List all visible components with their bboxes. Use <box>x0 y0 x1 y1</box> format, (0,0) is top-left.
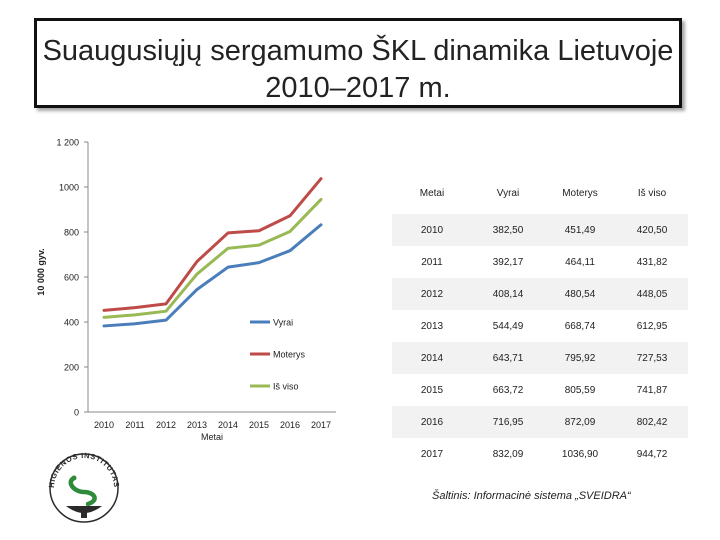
x-tick-label: 2017 <box>311 420 331 430</box>
table-cell: 480,54 <box>544 278 616 310</box>
legend-label: Vyrai <box>273 318 293 328</box>
table-cell: 464,11 <box>565 256 595 268</box>
table-cell: 612,95 <box>636 320 668 332</box>
table-cell: 872,09 <box>544 406 616 438</box>
table-header-cell: Iš viso <box>637 187 667 199</box>
x-tick-label: 2010 <box>94 420 114 430</box>
y-tick-label: 1000 <box>59 183 79 193</box>
table-cell: 2011 <box>421 256 443 268</box>
table-cell: 392,17 <box>492 256 524 268</box>
table-cell: 832,09 <box>492 448 524 460</box>
table-cell: 663,72 <box>492 384 524 396</box>
table-cell: 802,42 <box>616 406 688 438</box>
table-cell: 2010 <box>392 214 472 246</box>
higienos-institutas-logo: HIGIENOS INSTITUTAS <box>47 451 121 523</box>
table-cell: 2015 <box>420 384 444 396</box>
table-cell: 1036,90 <box>561 448 599 460</box>
x-tick-label: 2013 <box>187 420 207 430</box>
x-tick-label: 2012 <box>156 420 176 430</box>
table-row: 2014 643,71 795,92 727,53 <box>392 342 688 374</box>
table-header-cell: Metai <box>419 187 445 199</box>
table-cell: 451,49 <box>544 214 616 246</box>
series-line-1 <box>102 223 323 328</box>
y-tick-label: 800 <box>64 228 79 238</box>
table-row: 2012 408,14 480,54 448,05 <box>392 278 688 310</box>
title-box: Suaugusiųjų sergamumo ŠKL dinamika Lietu… <box>34 18 682 108</box>
table-row: 2011 392,17 464,11 431,82 <box>392 246 688 278</box>
table-row: 2016 716,95 872,09 802,42 <box>392 406 688 438</box>
table-cell: 2013 <box>420 320 444 332</box>
x-tick-label: 2014 <box>218 420 238 430</box>
data-table: Metai Vyrai Moterys Iš viso 2010 382,50 … <box>392 172 688 470</box>
table-cell: 382,50 <box>472 214 544 246</box>
title-line-2: 2010–2017 m. <box>265 72 451 104</box>
table-cell: 643,71 <box>472 342 544 374</box>
table-cell: 668,74 <box>564 320 596 332</box>
table-cell: 2014 <box>392 342 472 374</box>
y-tick-label: 200 <box>64 363 79 373</box>
table-cell: 795,92 <box>544 342 616 374</box>
table-cell: 727,53 <box>616 342 688 374</box>
table-cell: 944,72 <box>636 448 668 460</box>
table-cell: 408,14 <box>472 278 544 310</box>
source-note: Šaltinis: Informacinė sistema „SVEIDRA“ <box>432 490 631 502</box>
x-tick-label: 2015 <box>249 420 269 430</box>
title-line-1: Suaugusiųjų sergamumo ŠKL dinamika Lietu… <box>42 35 674 67</box>
table-cell: 2012 <box>392 278 472 310</box>
table-cell: 431,82 <box>636 256 668 268</box>
y-axis-title: 10 000 gyv. <box>36 248 46 295</box>
table-row: 2010 382,50 451,49 420,50 <box>392 214 688 246</box>
series-line-3 <box>102 197 323 319</box>
table-header-cell: Moterys <box>562 187 598 199</box>
table-cell: 805,59 <box>564 384 596 396</box>
table-row: 2015 663,72 805,59 741,87 <box>392 374 688 406</box>
x-axis-title: Metai <box>201 432 223 442</box>
logo-text: HIGIENOS INSTITUTAS <box>47 451 121 488</box>
table-row: 2017 832,09 1036,90 944,72 <box>392 438 688 470</box>
table-cell: 448,05 <box>616 278 688 310</box>
y-tick-label: 1 200 <box>56 138 79 148</box>
y-tick-label: 0 <box>74 408 79 418</box>
table-cell: 716,95 <box>472 406 544 438</box>
y-tick-label: 600 <box>64 273 79 283</box>
table-cell: 420,50 <box>616 214 688 246</box>
x-tick-label: 2016 <box>280 420 300 430</box>
table-row: 2013 544,49 668,74 612,95 <box>392 310 688 342</box>
table-cell: 741,87 <box>636 384 668 396</box>
legend-label: Iš viso <box>273 382 299 392</box>
x-tick-label: 2011 <box>125 420 144 430</box>
legend-label: Moterys <box>273 350 306 360</box>
y-tick-label: 400 <box>64 318 79 328</box>
svg-text:HIGIENOS INSTITUTAS: HIGIENOS INSTITUTAS <box>47 451 121 488</box>
series-line-2 <box>102 177 323 312</box>
table-header-cell: Vyrai <box>496 187 520 199</box>
table-cell: 2016 <box>392 406 472 438</box>
table-cell: 544,49 <box>492 320 524 332</box>
table-cell: 2017 <box>420 448 444 460</box>
table-header-row: Metai Vyrai Moterys Iš viso <box>392 172 688 214</box>
